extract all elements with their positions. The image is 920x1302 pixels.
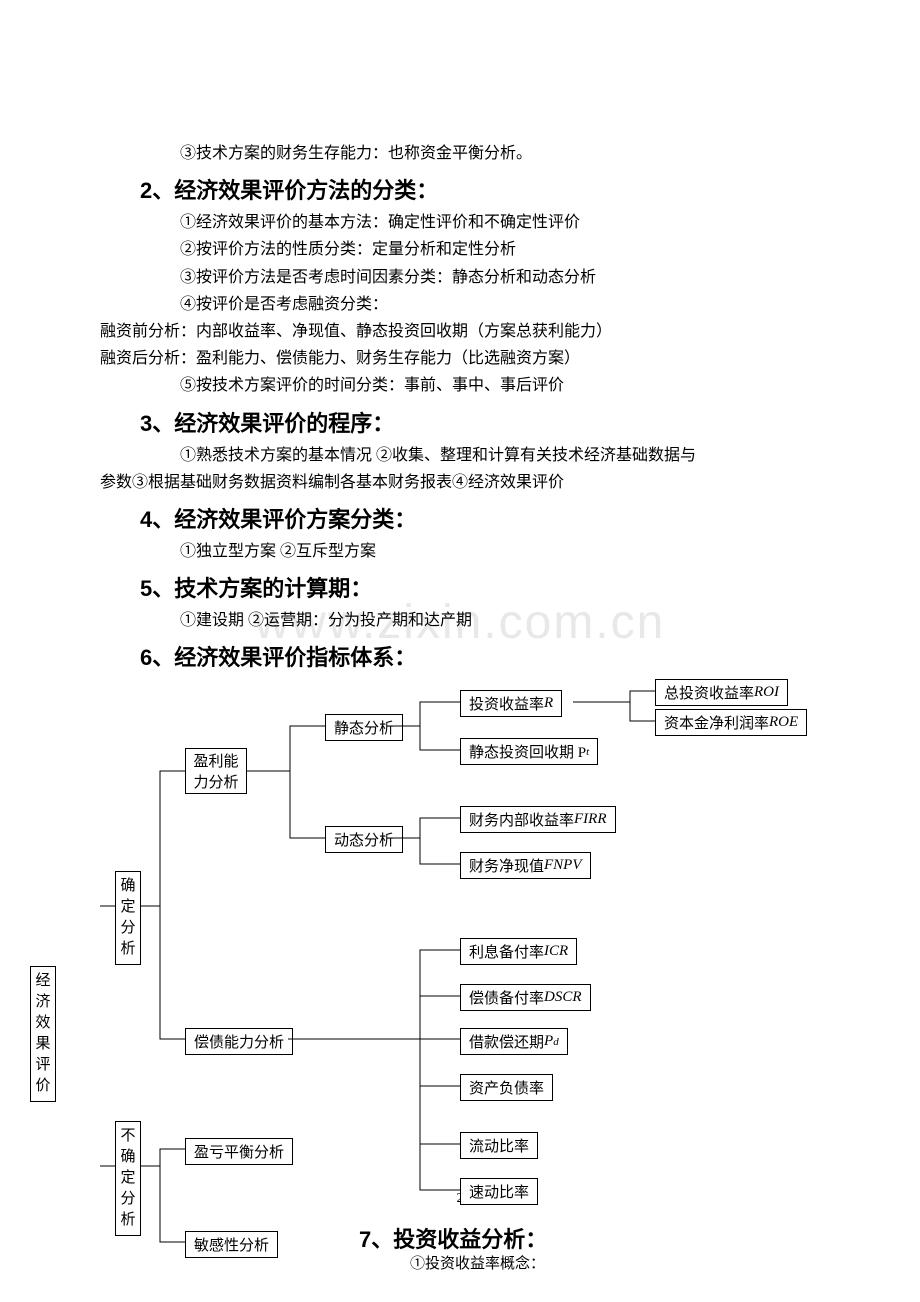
firr-i: FIRR bbox=[574, 811, 606, 828]
heading-4: 4、经济效果评价方案分类： bbox=[140, 502, 820, 534]
node-roi: 总投资收益率 ROI bbox=[655, 679, 788, 706]
node-firr: 财务内部收益率 FIRR bbox=[460, 806, 616, 833]
node-profit: 盈利能 力分析 bbox=[185, 748, 247, 794]
l5-1: ①建设期 ②运营期：分为投产期和达产期 bbox=[100, 607, 820, 634]
node-breakeven: 盈亏平衡分析 bbox=[185, 1138, 293, 1165]
pd-i: P bbox=[544, 1033, 553, 1050]
node-roe: 资本金净利润率 ROE bbox=[655, 709, 807, 736]
l2-4: ④按评价是否考虑融资分类： bbox=[100, 291, 820, 318]
l2-5: 融资前分析：内部收益率、净现值、静态投资回收期（方案总获利能力） bbox=[100, 318, 820, 345]
heading-5: 5、技术方案的计算期： bbox=[140, 571, 820, 603]
pd-sub: d bbox=[553, 1036, 559, 1048]
l4-1: ①独立型方案 ②互斥型方案 bbox=[100, 538, 820, 565]
spay-sub: t bbox=[586, 746, 589, 758]
heading-7: 7、投资收益分析： bbox=[359, 1222, 547, 1254]
l7-1: ①投资收益率概念： bbox=[410, 1252, 545, 1273]
node-pd: 借款偿还期 Pd bbox=[460, 1028, 568, 1055]
content-area: ③技术方案的财务生存能力：也称资金平衡分析。 2、经济效果评价方法的分类： ①经… bbox=[100, 140, 820, 1276]
diagram-tree: 经济效果评价 确定分析 不确定分析 盈利能 力分析 偿债能力分析 盈亏平衡分析 … bbox=[100, 676, 820, 1276]
heading-3: 3、经济效果评价的程序： bbox=[140, 406, 820, 438]
invr-text: 投资收益率 bbox=[469, 693, 544, 714]
l2-7: ⑤按技术方案评价的时间分类：事前、事中、事后评价 bbox=[100, 372, 820, 399]
l3-2: 参数③根据基础财务数据资料编制各基本财务报表④经济效果评价 bbox=[100, 469, 820, 496]
node-cr: 流动比率 bbox=[460, 1132, 538, 1159]
node-dynamic: 动态分析 bbox=[325, 826, 403, 853]
det-label: 确定分析 bbox=[120, 876, 135, 960]
dscr-i: DSCR bbox=[544, 989, 582, 1006]
node-debt: 偿债能力分析 bbox=[185, 1028, 293, 1055]
roi-text: 总投资收益率 bbox=[664, 682, 754, 703]
root-label: 经济效果评价 bbox=[35, 971, 50, 1097]
icr-i: ICR bbox=[544, 943, 568, 960]
fnpv-text: 财务净现值 bbox=[469, 855, 544, 876]
roi-i: ROI bbox=[754, 684, 779, 701]
pd-text: 借款偿还期 bbox=[469, 1031, 544, 1052]
node-undet: 不确定分析 bbox=[115, 1121, 141, 1236]
roe-text: 资本金净利润率 bbox=[664, 712, 769, 733]
l2-1: ①经济效果评价的基本方法：确定性评价和不确定性评价 bbox=[100, 209, 820, 236]
profit1: 盈利能 bbox=[193, 750, 238, 771]
undet-label: 不确定分析 bbox=[120, 1126, 135, 1231]
node-root: 经济效果评价 bbox=[30, 966, 56, 1102]
node-qr: 速动比率 bbox=[460, 1178, 538, 1205]
roe-i: ROE bbox=[769, 714, 798, 731]
heading-2: 2、经济效果评价方法的分类： bbox=[140, 173, 820, 205]
icr-text: 利息备付率 bbox=[469, 941, 544, 962]
node-fnpv: 财务净现值 FNPV bbox=[460, 852, 591, 879]
node-alr: 资产负债率 bbox=[460, 1074, 553, 1101]
heading-6: 6、经济效果评价指标体系： bbox=[140, 640, 820, 672]
profit2: 力分析 bbox=[193, 771, 238, 792]
spay-text: 静态投资回收期 P bbox=[469, 741, 586, 762]
l2-6: 融资后分析：盈利能力、偿债能力、财务生存能力（比选融资方案） bbox=[100, 345, 820, 372]
node-invr: 投资收益率 R bbox=[460, 690, 562, 717]
line-top: ③技术方案的财务生存能力：也称资金平衡分析。 bbox=[100, 140, 820, 167]
node-sensitivity: 敏感性分析 bbox=[185, 1231, 278, 1258]
invr-i: R bbox=[544, 695, 553, 712]
node-icr: 利息备付率 ICR bbox=[460, 938, 577, 965]
node-dscr: 偿债备付率 DSCR bbox=[460, 984, 591, 1011]
firr-text: 财务内部收益率 bbox=[469, 809, 574, 830]
l3-1: ①熟悉技术方案的基本情况 ②收集、整理和计算有关技术经济基础数据与 bbox=[100, 442, 820, 469]
node-static: 静态分析 bbox=[325, 714, 403, 741]
node-det: 确定分析 bbox=[115, 871, 141, 965]
l2-2: ②按评价方法的性质分类：定量分析和定性分析 bbox=[100, 236, 820, 263]
fnpv-i: FNPV bbox=[544, 857, 582, 874]
node-spay: 静态投资回收期 Pt bbox=[460, 738, 598, 765]
dscr-text: 偿债备付率 bbox=[469, 987, 544, 1008]
l2-3: ③按评价方法是否考虑时间因素分类：静态分析和动态分析 bbox=[100, 264, 820, 291]
